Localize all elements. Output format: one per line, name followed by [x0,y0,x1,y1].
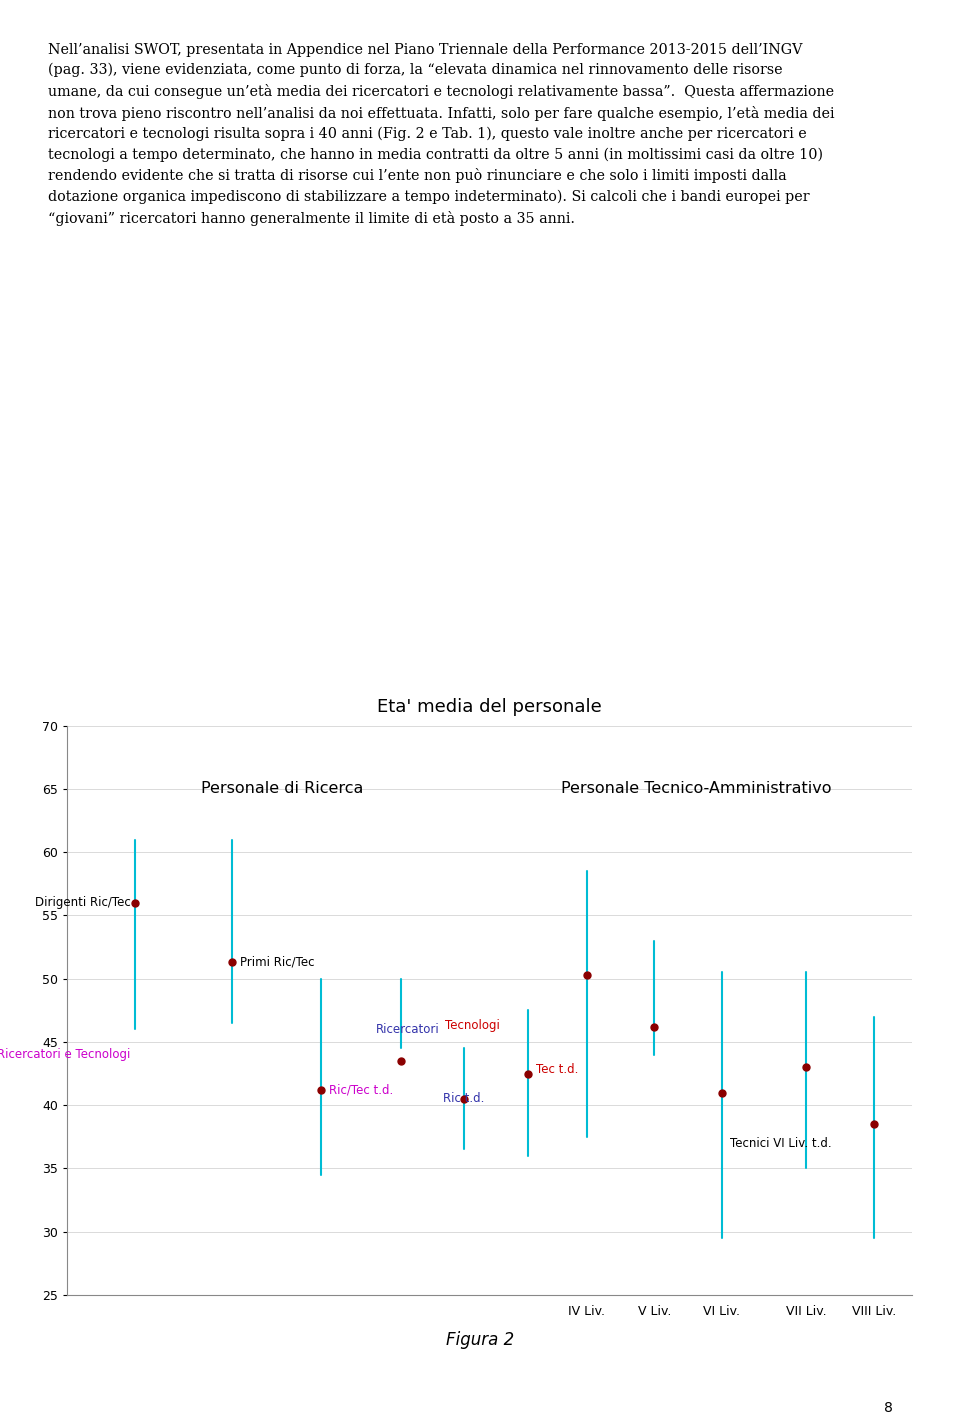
Text: Tecnologi: Tecnologi [444,1019,500,1032]
Text: Nell’analisi SWOT, presentata in Appendice nel Piano Triennale della Performance: Nell’analisi SWOT, presentata in Appendi… [48,43,834,226]
Text: Ricercatori e Tecnologi: Ricercatori e Tecnologi [0,1049,131,1062]
Text: Tec t.d.: Tec t.d. [536,1063,579,1076]
Text: Personale di Ricerca: Personale di Ricerca [202,781,364,797]
Text: Dirigenti Ric/Tec: Dirigenti Ric/Tec [35,896,131,909]
Text: Tecnici VI Liv. t.d.: Tecnici VI Liv. t.d. [731,1137,832,1150]
Text: Figura 2: Figura 2 [445,1331,515,1349]
Title: Eta' media del personale: Eta' media del personale [377,697,602,716]
Text: Ric/Tec t.d.: Ric/Tec t.d. [329,1083,394,1097]
Text: Primi Ric/Tec: Primi Ric/Tec [240,956,315,969]
Text: Ricercatori: Ricercatori [375,1023,440,1036]
Text: 8: 8 [884,1400,893,1414]
Text: Personale Tecnico-Amministrativo: Personale Tecnico-Amministrativo [562,781,831,797]
Text: Ric t.d.: Ric t.d. [444,1093,485,1106]
